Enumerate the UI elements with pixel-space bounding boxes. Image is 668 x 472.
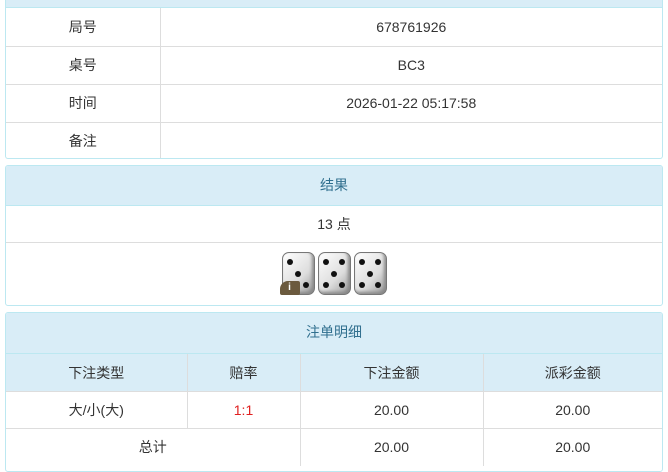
round-info-table: 局号 678761926 桌号 BC3 时间 2026-01-22 05:17:58 … bbox=[6, 8, 662, 158]
die-pip bbox=[374, 259, 381, 266]
remark bbox=[159, 121, 662, 158]
die-pip bbox=[338, 281, 345, 288]
die-pip bbox=[367, 270, 373, 277]
bet-details-title: 注单明细 bbox=[6, 313, 662, 353]
die-5 bbox=[317, 252, 351, 295]
die-pip bbox=[323, 259, 330, 266]
table-row: 桌号 BC3 bbox=[6, 45, 662, 84]
result-title: 结果 bbox=[6, 166, 662, 206]
die-pip bbox=[359, 281, 366, 288]
round-info-panel: 局号 678761926 桌号 BC3 时间 2026-01-22 05:17:58 … bbox=[5, 0, 663, 159]
label: 备注 bbox=[6, 121, 160, 158]
table-number: BC3 bbox=[159, 45, 662, 84]
result-panel: 结果 13 点 i bbox=[5, 165, 663, 306]
label: 局号 bbox=[68, 18, 97, 35]
bet-details-panel: 注单明细 下注类型 赔率 下注金额 派彩金额 大/小(大) 1:1 20.00 … bbox=[5, 312, 663, 472]
table-row: 大/小(大) 1:1 20.00 20.00 bbox=[6, 391, 662, 429]
bet-details-table: 下注类型 赔率 下注金额 派彩金额 大/小(大) 1:1 20.00 20.00… bbox=[6, 353, 662, 466]
label: 时间 bbox=[6, 83, 160, 122]
total-payout: 20.00 bbox=[482, 428, 662, 466]
die-5 bbox=[353, 252, 387, 295]
table-row: 局号 678761926 bbox=[6, 8, 662, 46]
die-pip bbox=[287, 259, 294, 266]
header-odds: 赔率 bbox=[186, 353, 300, 392]
header-bet-amount: 下注金额 bbox=[299, 353, 483, 392]
total-bet: 20.00 bbox=[299, 428, 483, 466]
die-pip bbox=[374, 281, 381, 288]
panel-header bbox=[6, 0, 662, 8]
dice-result: i bbox=[6, 243, 662, 295]
bet-amount: 20.00 bbox=[299, 391, 483, 429]
die-pip bbox=[323, 281, 330, 288]
die-3: i bbox=[279, 252, 315, 295]
die-pip bbox=[331, 270, 337, 277]
table-row: 时间 2026-01-22 05:17:58 bbox=[6, 83, 662, 122]
round-number: 678761926 bbox=[159, 8, 662, 46]
bet-type: 大/小(大) bbox=[6, 391, 187, 429]
total-row: 总计 20.00 20.00 bbox=[6, 428, 662, 466]
time: 2026-01-22 05:17:58 bbox=[159, 83, 662, 122]
die-pip bbox=[295, 270, 301, 277]
table-row: 备注 bbox=[6, 121, 662, 158]
die-pip bbox=[359, 259, 366, 266]
header-bet-type: 下注类型 bbox=[6, 353, 187, 392]
die-pip bbox=[338, 259, 345, 266]
odds: 1:1 bbox=[186, 391, 300, 429]
header-payout: 派彩金额 bbox=[482, 353, 662, 392]
result-points: 13 点 bbox=[6, 206, 662, 243]
label: 桌号 bbox=[6, 45, 160, 84]
payout: 20.00 bbox=[482, 391, 662, 429]
info-icon[interactable]: i bbox=[279, 281, 300, 295]
total-label: 总计 bbox=[6, 428, 300, 466]
die-pip bbox=[302, 281, 309, 288]
table-header-row: 下注类型 赔率 下注金额 派彩金额 bbox=[6, 353, 662, 392]
